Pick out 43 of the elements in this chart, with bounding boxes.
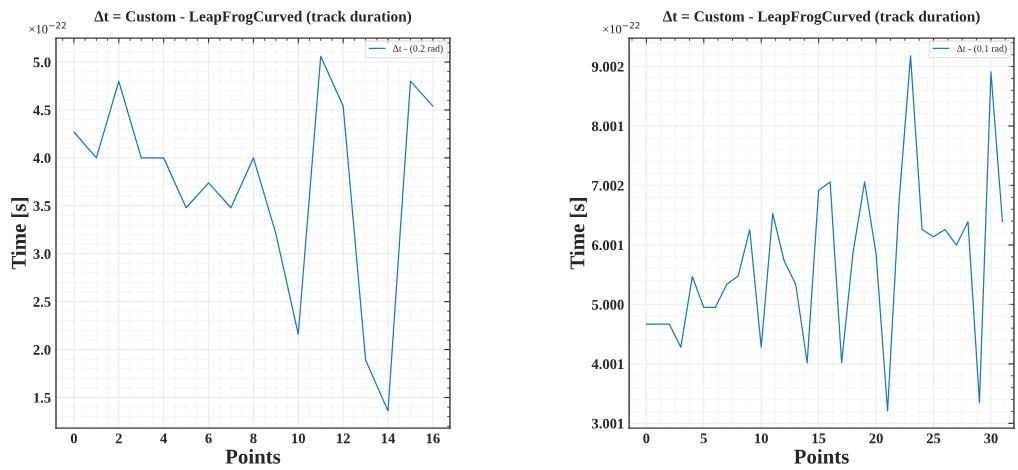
- chart-title: Δt = Custom - LeapFrogCurved (track duration): [94, 10, 412, 25]
- x-axis-title: Points: [794, 449, 849, 464]
- y-tick-label: 4.5: [33, 105, 51, 116]
- x-tick-label: 6: [205, 433, 212, 444]
- y-tick-label: 9.002: [591, 61, 624, 72]
- y-tick-label: 4.0: [33, 153, 51, 164]
- legend-label: Δt - (0.1 rad): [956, 44, 1007, 54]
- x-axis-title: Points: [225, 449, 281, 464]
- y-tick-label: 2.0: [33, 344, 51, 355]
- x-tick-label: 10: [292, 433, 306, 444]
- x-tick-label: 20: [869, 433, 883, 444]
- chart-title: Δt = Custom - LeapFrogCurved (track duration): [662, 10, 980, 25]
- y-tick-label: 3.0: [33, 249, 51, 259]
- y-tick-label: 3.001: [592, 418, 624, 429]
- x-tick-label: 16: [426, 433, 440, 444]
- y-tick-label: 5.0: [33, 57, 51, 68]
- text: ×10$^{−22}$: [29, 22, 66, 34]
- x-tick-label: 30: [984, 433, 998, 444]
- x-tick-label: 2: [115, 433, 122, 444]
- x-tick-label: 10: [755, 433, 768, 444]
- x-tick-label: 5: [700, 433, 707, 444]
- y-tick-label: 2.5: [33, 297, 51, 307]
- x-tick-label: 14: [381, 433, 396, 444]
- x-tick-label: 4: [160, 433, 168, 444]
- y-tick-label: 1.5: [34, 392, 51, 403]
- legend-label: Δt - (0.2 rad): [393, 44, 443, 54]
- y-tick-label: 3.5: [33, 201, 51, 212]
- x-tick-label: 0: [643, 433, 650, 444]
- text: ×10$^{−22}$: [603, 22, 640, 34]
- line-series: [645, 55, 1004, 412]
- x-tick-label: 8: [250, 433, 257, 444]
- x-tick-label: 15: [812, 433, 826, 444]
- y-axis-title: Time [s]: [569, 198, 588, 270]
- x-tick-label: 12: [337, 433, 350, 444]
- y-axis-title: Time [s]: [11, 198, 29, 270]
- y-tick-label: 4.001: [591, 359, 624, 370]
- y-tick-label: 7.002: [592, 180, 624, 191]
- y-tick-label: 6.001: [591, 240, 624, 251]
- line-series: [73, 55, 434, 412]
- x-tick-label: 25: [926, 433, 941, 444]
- y-tick-label: 5.000: [592, 299, 624, 310]
- y-tick-label: 8.001: [591, 121, 624, 132]
- x-tick-label: 0: [70, 433, 78, 444]
